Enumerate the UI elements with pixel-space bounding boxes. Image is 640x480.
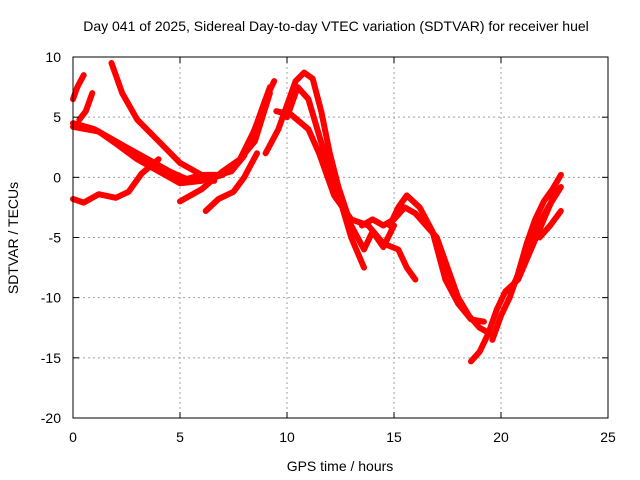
chart-title: Day 041 of 2025, Sidereal Day-to-day VTE… [83,18,589,34]
y-tick-label: -20 [41,410,61,426]
x-tick-label: 20 [493,429,509,445]
y-tick-label: 10 [45,49,61,65]
data-series [70,60,564,365]
y-tick-label: -5 [49,230,62,246]
series-sat-f [70,156,162,206]
x-tick-label: 0 [69,429,77,445]
series-sat-p [489,171,564,343]
series-sat-n [386,192,487,325]
y-tick-label: 0 [53,169,61,185]
series-sat-h [177,90,273,205]
series-sat-a [70,72,87,103]
series-sat-k [284,84,367,271]
series-sat-j [262,69,397,253]
series-sat-i [202,150,260,214]
y-axis-label: SDTVAR / TECUs [5,182,21,294]
x-axis-label: GPS time / hours [287,458,394,474]
x-tick-label: 15 [386,429,402,445]
x-tick-label: 5 [176,429,184,445]
series-sat-b [76,90,96,123]
x-tick-label: 10 [279,429,295,445]
x-tick-label: 25 [600,429,616,445]
ticks: 0 5 10 15 20 25 -20 -15 -10 -5 0 5 10 [41,49,616,445]
y-tick-label: 5 [53,109,61,125]
series-sat-q [506,184,564,295]
y-tick-label: -15 [41,350,61,366]
y-tick-label: -10 [41,290,61,306]
series-sat-r [536,208,564,241]
series-sat-l [273,108,419,283]
